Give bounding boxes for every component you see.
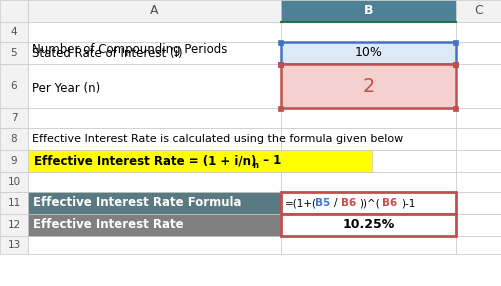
Text: 13: 13 <box>8 240 21 250</box>
Bar <box>453 106 458 110</box>
Text: 5: 5 <box>11 48 18 58</box>
Bar <box>456 0 501 22</box>
Bar <box>28 214 281 236</box>
Text: 4: 4 <box>11 27 18 37</box>
Bar <box>279 106 284 110</box>
Bar <box>28 108 281 128</box>
Bar <box>456 42 501 64</box>
Bar <box>28 128 281 150</box>
Bar <box>279 61 284 67</box>
Bar <box>456 128 501 150</box>
Text: – 1: – 1 <box>259 154 281 168</box>
Bar <box>0 22 28 42</box>
Bar <box>456 214 501 236</box>
Bar <box>281 192 456 214</box>
Bar <box>456 64 501 108</box>
Text: Effective Interest Rate = (1 + i/n): Effective Interest Rate = (1 + i/n) <box>34 154 257 168</box>
Text: n: n <box>252 160 258 170</box>
Bar <box>279 61 284 67</box>
Bar <box>28 22 281 42</box>
Bar <box>28 64 281 108</box>
Text: C: C <box>474 5 483 17</box>
Text: B6: B6 <box>341 198 356 208</box>
Bar <box>0 236 28 254</box>
Bar <box>28 150 372 172</box>
Bar <box>28 214 281 236</box>
Text: B: B <box>364 5 373 17</box>
Text: B6: B6 <box>382 198 397 208</box>
Bar <box>0 64 28 108</box>
Text: 8: 8 <box>11 134 18 144</box>
Text: 2: 2 <box>362 76 375 96</box>
Text: 12: 12 <box>8 220 21 230</box>
Text: Effective Interest Rate: Effective Interest Rate <box>33 219 184 231</box>
Bar <box>28 172 281 192</box>
Text: Effective Interest Rate Formula: Effective Interest Rate Formula <box>33 196 241 210</box>
Text: B5: B5 <box>315 198 330 208</box>
Text: Stated Rate of Interest (i): Stated Rate of Interest (i) <box>32 47 183 59</box>
Text: Effective Interest Rate is calculated using the formula given below: Effective Interest Rate is calculated us… <box>32 134 403 144</box>
Bar <box>456 150 501 172</box>
Bar <box>281 192 456 214</box>
Bar <box>453 61 458 67</box>
Text: )-1: )-1 <box>401 198 415 208</box>
Bar <box>281 214 456 236</box>
Text: 10%: 10% <box>355 47 382 59</box>
Bar <box>281 150 456 172</box>
Bar <box>456 236 501 254</box>
Text: 9: 9 <box>11 156 18 166</box>
Bar <box>28 42 281 64</box>
Bar <box>0 172 28 192</box>
Bar <box>281 214 456 236</box>
Bar <box>281 0 456 22</box>
Bar <box>0 150 28 172</box>
Bar <box>281 236 456 254</box>
Bar <box>453 61 458 67</box>
Bar <box>28 150 281 172</box>
Text: 11: 11 <box>8 198 21 208</box>
Bar <box>279 39 284 45</box>
Bar <box>0 42 28 64</box>
Bar <box>281 64 456 108</box>
Text: A: A <box>150 5 159 17</box>
Text: 6: 6 <box>11 81 18 91</box>
Text: Number of Compounding Periods: Number of Compounding Periods <box>32 43 227 56</box>
Bar <box>28 192 281 214</box>
Bar <box>456 192 501 214</box>
Bar <box>281 128 456 150</box>
Text: /: / <box>334 198 338 208</box>
Bar <box>28 0 281 22</box>
Text: Per Year (n): Per Year (n) <box>32 82 100 95</box>
Bar <box>0 192 28 214</box>
Bar <box>28 192 281 214</box>
Bar <box>281 64 456 108</box>
Text: 10: 10 <box>8 177 21 187</box>
Bar <box>28 236 281 254</box>
Text: 7: 7 <box>11 113 18 123</box>
Bar <box>453 39 458 45</box>
Bar <box>0 0 28 22</box>
Bar <box>0 214 28 236</box>
Bar <box>456 108 501 128</box>
Bar <box>456 22 501 42</box>
Bar <box>281 108 456 128</box>
Text: 10.25%: 10.25% <box>342 219 395 231</box>
Bar <box>281 172 456 192</box>
Bar <box>0 128 28 150</box>
Text: ))^(: ))^( <box>359 198 380 208</box>
Bar <box>456 172 501 192</box>
Bar <box>0 108 28 128</box>
Bar <box>281 22 456 42</box>
Bar <box>281 42 456 64</box>
Text: =(1+(: =(1+( <box>285 198 317 208</box>
Bar <box>281 42 456 64</box>
